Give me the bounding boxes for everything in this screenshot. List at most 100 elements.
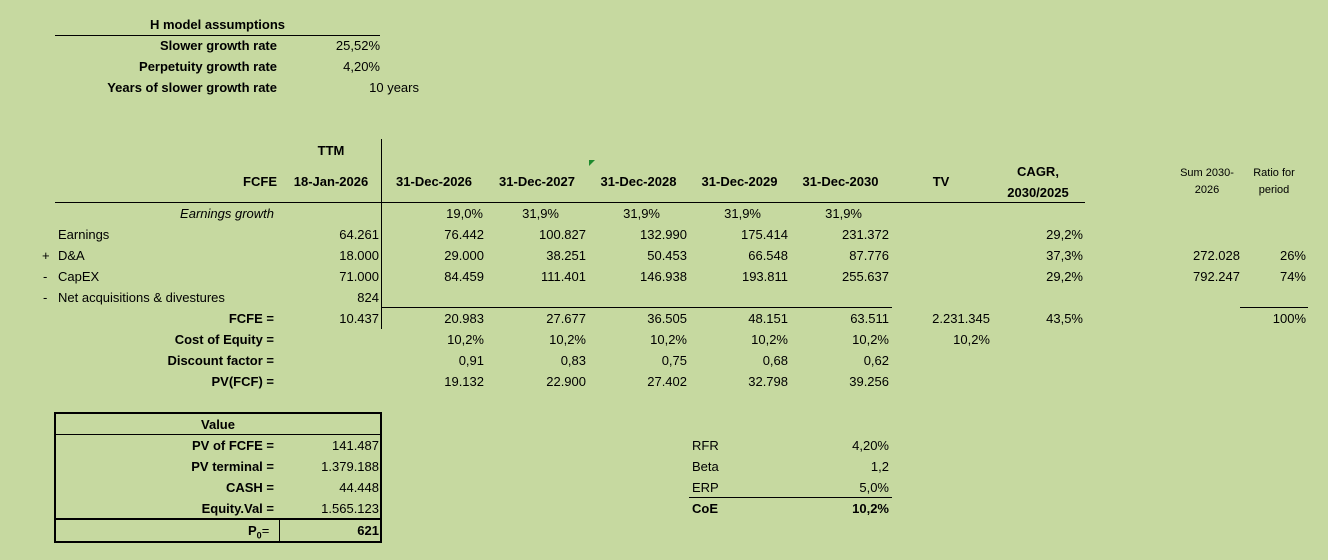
earnings-growth-2027[interactable]: 31,9% [522, 206, 559, 221]
da-2030[interactable]: 87.776 [849, 248, 889, 263]
fcfe-2026[interactable]: 20.983 [444, 311, 484, 326]
earnings-2026[interactable]: 76.442 [444, 227, 484, 242]
pv-fcf-label: PV(FCF) = [211, 374, 274, 389]
capex-2028[interactable]: 146.938 [640, 269, 687, 284]
coe-tv[interactable]: 10,2% [953, 332, 990, 347]
assumptions-title: H model assumptions [149, 17, 286, 32]
fcfe-cagr[interactable]: 43,5% [1046, 311, 1083, 326]
value-box-title: Value [201, 417, 235, 432]
coe-2026[interactable]: 10,2% [447, 332, 484, 347]
fcfe-2027[interactable]: 27.677 [546, 311, 586, 326]
da-ttm[interactable]: 18.000 [339, 248, 379, 263]
acq-sign: - [43, 290, 48, 305]
ttm-date-header: 18-Jan-2026 [293, 174, 369, 189]
fcfe-2029[interactable]: 48.151 [748, 311, 788, 326]
capex-2030[interactable]: 255.637 [842, 269, 889, 284]
fcfe-2030[interactable]: 63.511 [850, 311, 889, 326]
coe-label: Cost of Equity = [174, 332, 274, 347]
fcfe-label: FCFE = [228, 311, 274, 326]
ratio-total-overline [1240, 307, 1308, 308]
acq-ttm[interactable]: 824 [357, 290, 379, 305]
da-sum[interactable]: 272.028 [1193, 248, 1240, 263]
da-2026[interactable]: 29.000 [444, 248, 484, 263]
fcfe-header: FCFE [243, 174, 277, 189]
sum-header-line1: Sum 2030- [1180, 167, 1234, 179]
value-box-column-divider [381, 434, 382, 519]
earnings-growth-2028[interactable]: 31,9% [623, 206, 660, 221]
year-header-2029: 31-Dec-2029 [701, 174, 778, 189]
ttm-column-divider [381, 139, 382, 329]
capex-ttm[interactable]: 71.000 [339, 269, 379, 284]
years-slower-growth-value[interactable]: 10 years [369, 80, 419, 95]
cash-value[interactable]: 44.448 [339, 480, 379, 495]
beta-label: Beta [692, 459, 719, 474]
erp-value[interactable]: 5,0% [859, 480, 889, 495]
p0-value[interactable]: 621 [357, 523, 379, 538]
rfr-label: RFR [692, 438, 719, 453]
earnings-growth-label: Earnings growth [180, 206, 274, 221]
discount-factor-2027[interactable]: 0,83 [560, 353, 586, 368]
da-2027[interactable]: 38.251 [546, 248, 586, 263]
ratio-header-line2: period [1258, 184, 1290, 196]
perpetuity-growth-label: Perpetuity growth rate [139, 59, 277, 74]
coe-2027[interactable]: 10,2% [549, 332, 586, 347]
capex-2026[interactable]: 84.459 [444, 269, 484, 284]
rfr-value[interactable]: 4,20% [852, 438, 889, 453]
equity-val-label: Equity.Val = [201, 501, 274, 516]
pv-fcf-2027[interactable]: 22.900 [546, 374, 586, 389]
discount-factor-2029[interactable]: 0,68 [762, 353, 788, 368]
da-2029[interactable]: 66.548 [748, 248, 788, 263]
earnings-ttm[interactable]: 64.261 [339, 227, 379, 242]
capex-sum[interactable]: 792.247 [1193, 269, 1240, 284]
coe-total-label: CoE [692, 501, 718, 516]
fcfe-tv[interactable]: 2.231.345 [932, 311, 990, 326]
discount-factor-label: Discount factor = [167, 353, 274, 368]
slower-growth-label: Slower growth rate [159, 38, 277, 53]
cagr-header-line2: 2030/2025 [1007, 185, 1069, 200]
discount-factor-2028[interactable]: 0,75 [661, 353, 687, 368]
perpetuity-growth-value[interactable]: 4,20% [343, 59, 380, 74]
pv-fcf-2030[interactable]: 39.256 [849, 374, 889, 389]
capex-cagr[interactable]: 29,2% [1046, 269, 1083, 284]
fcfe-2028[interactable]: 36.505 [647, 311, 687, 326]
earnings-2029[interactable]: 175.414 [741, 227, 788, 242]
earnings-2028[interactable]: 132.990 [640, 227, 687, 242]
earnings-growth-2029[interactable]: 31,9% [724, 206, 761, 221]
fcfe-ratio-total[interactable]: 100% [1272, 311, 1306, 326]
earnings-2027[interactable]: 100.827 [539, 227, 586, 242]
coe-total-value[interactable]: 10,2% [852, 501, 889, 516]
coe-2028[interactable]: 10,2% [650, 332, 687, 347]
year-header-2026: 31-Dec-2026 [396, 174, 472, 189]
value-box-title-divider [54, 434, 382, 435]
pv-fcfe-value[interactable]: 141.487 [332, 438, 379, 453]
equity-val-value[interactable]: 1.565.123 [321, 501, 379, 516]
discount-factor-2026[interactable]: 0,91 [458, 353, 484, 368]
pv-fcf-2029[interactable]: 32.798 [748, 374, 788, 389]
earnings-growth-2030[interactable]: 31,9% [825, 206, 862, 221]
da-ratio[interactable]: 26% [1279, 248, 1306, 263]
pv-fcf-2028[interactable]: 27.402 [647, 374, 687, 389]
coe-2030[interactable]: 10,2% [852, 332, 889, 347]
slower-growth-value[interactable]: 25,52% [335, 38, 380, 53]
capex-2027[interactable]: 111.401 [540, 269, 586, 284]
year-header-2027: 31-Dec-2027 [499, 174, 575, 189]
da-sign: + [42, 248, 50, 263]
coe-2029[interactable]: 10,2% [751, 332, 788, 347]
earnings-2030[interactable]: 231.372 [842, 227, 889, 242]
fcfe-ttm[interactable]: 10.437 [339, 311, 379, 326]
pv-fcf-2026[interactable]: 19.132 [444, 374, 484, 389]
beta-value[interactable]: 1,2 [870, 459, 889, 474]
earnings-growth-2026[interactable]: 19,0% [446, 206, 483, 221]
da-label: D&A [58, 248, 85, 263]
p0-label: P0= [248, 520, 269, 541]
da-cagr[interactable]: 37,3% [1046, 248, 1083, 263]
earnings-cagr[interactable]: 29,2% [1046, 227, 1083, 242]
discount-factor-2030[interactable]: 0,62 [863, 353, 889, 368]
da-2028[interactable]: 50.453 [647, 248, 687, 263]
cash-label: CASH = [225, 480, 274, 495]
capex-ratio[interactable]: 74% [1279, 269, 1306, 284]
ratio-header-line1: Ratio for [1253, 167, 1295, 179]
pv-terminal-value[interactable]: 1.379.188 [321, 459, 379, 474]
capex-2029[interactable]: 193.811 [741, 269, 788, 284]
acq-label: Net acquisitions & divestures [58, 290, 225, 305]
